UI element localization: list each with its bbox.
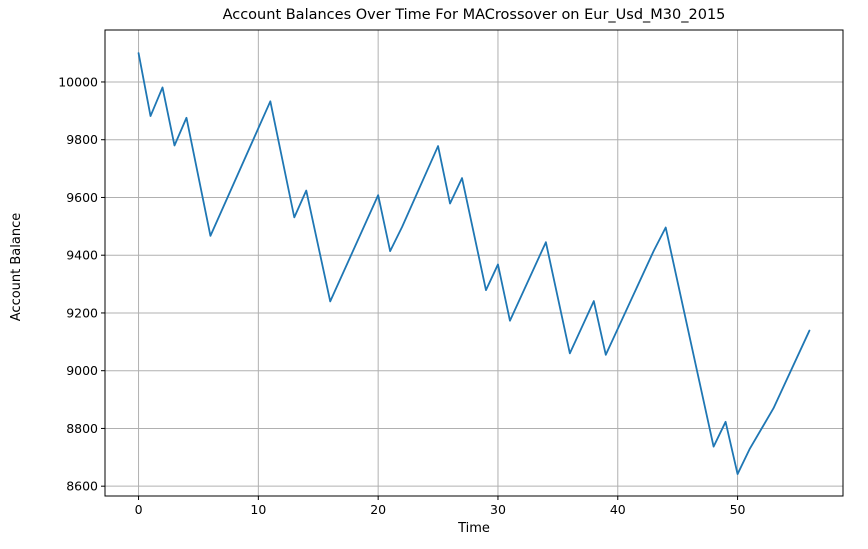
y-axis-ticks: 8600 8800 9000 9200 9400 9600 9800 10000 bbox=[58, 74, 105, 494]
x-tick-label: 0 bbox=[135, 502, 143, 517]
y-tick-label: 9800 bbox=[66, 132, 98, 147]
y-axis-label: Account Balance bbox=[9, 213, 24, 321]
y-tick-label: 10000 bbox=[58, 74, 98, 89]
y-tick-label: 8600 bbox=[66, 479, 98, 494]
series-layer bbox=[137, 52, 811, 475]
y-tick-label: 9200 bbox=[66, 305, 98, 320]
y-tick-label: 9000 bbox=[66, 363, 98, 378]
x-axis-label: Time bbox=[457, 521, 490, 536]
x-tick-label: 20 bbox=[370, 502, 386, 517]
x-axis-ticks: 0 10 20 30 40 50 bbox=[135, 496, 746, 517]
y-tick-label: 8800 bbox=[66, 421, 98, 436]
y-tick-label: 9600 bbox=[66, 190, 98, 205]
plot-frame bbox=[104, 29, 844, 497]
grid-lines bbox=[105, 30, 843, 496]
x-tick-label: 40 bbox=[610, 502, 626, 517]
x-tick-label: 10 bbox=[250, 502, 266, 517]
y-tick-label: 9400 bbox=[66, 248, 98, 263]
chart-title: Account Balances Over Time For MACrossov… bbox=[223, 7, 726, 23]
x-tick-label: 30 bbox=[490, 502, 506, 517]
series-line bbox=[137, 52, 811, 475]
x-tick-label: 50 bbox=[730, 502, 746, 517]
